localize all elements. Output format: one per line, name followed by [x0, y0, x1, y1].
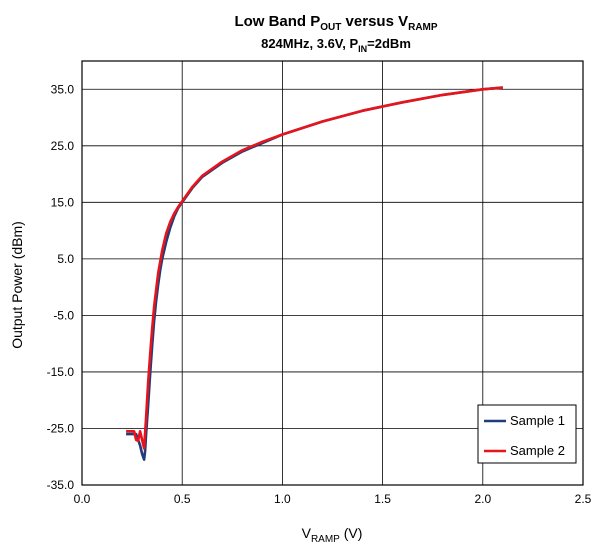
x-tick-label: 2.5 [575, 492, 591, 506]
x-tick-label: 2.0 [474, 492, 491, 506]
x-tick-label: 0.5 [174, 492, 191, 506]
series-line-sample-2 [126, 86, 503, 450]
legend-box [477, 404, 577, 464]
x-tick-label: 0.0 [74, 492, 91, 506]
y-axis-label: Output Power (dBm) [9, 221, 25, 349]
y-tick-label: 15.0 [51, 195, 75, 209]
x-tick-label: 1.0 [274, 492, 291, 506]
x-tick-label: 1.5 [374, 492, 391, 506]
series-line-sample-1 [126, 86, 503, 461]
chart-subtitle: 824MHz, 3.6V, PIN=2dBm [261, 36, 411, 54]
y-tick-label: 35.0 [51, 82, 75, 96]
legend: Sample 1 Sample 2 [477, 404, 577, 464]
y-tick-label: -5.0 [53, 308, 74, 322]
y-tick-label: 5.0 [57, 252, 74, 266]
legend-label-sample-2: Sample 2 [510, 443, 565, 458]
y-tick-label: -15.0 [47, 365, 75, 379]
x-axis-label: VRAMP (V) [302, 525, 363, 545]
plot-frame [81, 60, 584, 486]
plot-area: 0.0 0.5 1.0 1.5 2.0 2.5 -35.0 -25.0 -15.0 -5.0 5.0… [47, 60, 591, 506]
y-tick-label: -35.0 [47, 478, 75, 492]
y-tick-label: 25.0 [51, 139, 75, 153]
y-tick-label: -25.0 [47, 421, 75, 435]
chart-title: Low Band POUT versus VRAMP [234, 13, 437, 33]
legend-label-sample-1: Sample 1 [510, 413, 565, 428]
